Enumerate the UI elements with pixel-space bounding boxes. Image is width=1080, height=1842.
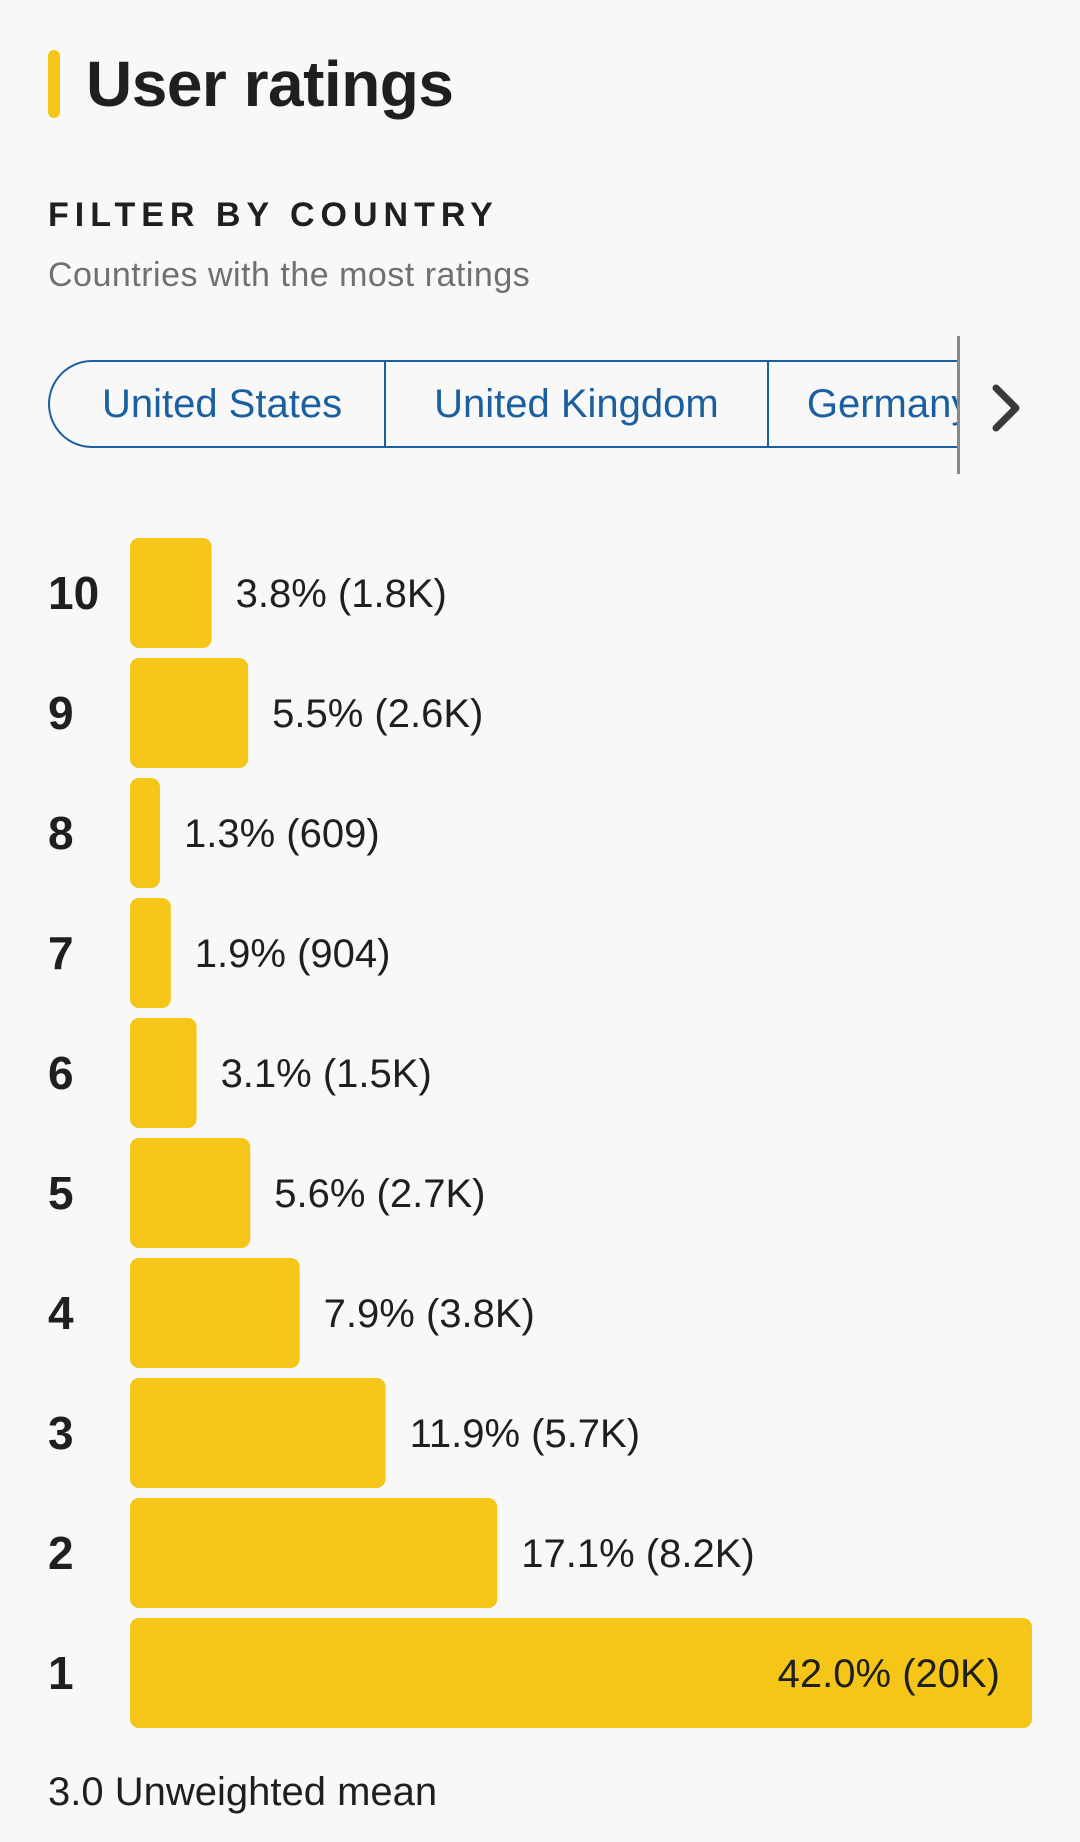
country-chip-united-states[interactable]: United States: [101, 381, 343, 426]
rating-value-label-2: 17.1% (8.2K): [521, 1532, 754, 1576]
rating-bar-8: [130, 778, 160, 888]
rating-bar-7: [130, 898, 171, 1008]
rating-label-7: 7: [48, 927, 74, 979]
rating-label-5: 5: [48, 1167, 74, 1219]
rating-bar-1: [130, 1618, 1032, 1728]
rating-label-6: 6: [48, 1047, 74, 1099]
rating-value-label-8: 1.3% (609): [184, 812, 380, 856]
rating-label-3: 3: [48, 1407, 74, 1459]
filter-heading: FILTER BY COUNTRY: [48, 196, 499, 234]
rating-value-label-7: 1.9% (904): [195, 932, 391, 976]
rating-bar-6: [130, 1018, 197, 1128]
rating-bar-10: [130, 538, 212, 648]
country-chip-united-kingdom[interactable]: United Kingdom: [384, 362, 767, 446]
rating-bar-5: [130, 1138, 251, 1248]
title-accent-bar: [48, 50, 60, 118]
ratings-bar-chart: 10 3.8% (1.8K) 9 5.5% (2.6K) 8 1.3% (609) 7 1.9…: [48, 538, 1032, 1728]
rating-value-label-3: 11.9% (5.7K): [410, 1412, 640, 1456]
rating-label-8: 8: [48, 807, 74, 859]
filter-subtitle: Countries with the most ratings: [48, 256, 531, 294]
section-title: User ratings: [86, 48, 454, 120]
rating-label-1: 1: [48, 1647, 74, 1699]
rating-bar-4: [130, 1258, 300, 1368]
rating-bar-3: [130, 1378, 386, 1488]
unweighted-mean: 3.0 Unweighted mean: [48, 1770, 438, 1814]
rating-label-2: 2: [48, 1527, 74, 1579]
rating-label-4: 4: [48, 1287, 74, 1339]
rating-value-label-1: 42.0% (20K): [778, 1652, 1000, 1696]
chevron-right-icon[interactable]: [976, 378, 1036, 438]
rating-value-label-4: 7.9% (3.8K): [324, 1292, 535, 1336]
rating-label-10: 10: [48, 567, 99, 619]
rating-value-label-5: 5.6% (2.7K): [274, 1172, 485, 1216]
country-chip-row: United States United Kingdom Germany: [48, 360, 960, 450]
rating-value-label-9: 5.5% (2.6K): [272, 692, 483, 736]
country-chip-group: United States United Kingdom Germany: [48, 360, 960, 448]
rating-label-9: 9: [48, 687, 74, 739]
country-chip-germany[interactable]: Germany: [766, 362, 960, 446]
rating-value-label-10: 3.8% (1.8K): [236, 572, 447, 616]
rating-value-label-6: 3.1% (1.5K): [221, 1052, 432, 1096]
chip-scroll-divider: [957, 336, 960, 474]
section-header: User ratings: [48, 48, 454, 120]
rating-bar-2: [130, 1498, 498, 1608]
rating-bar-9: [130, 658, 249, 768]
